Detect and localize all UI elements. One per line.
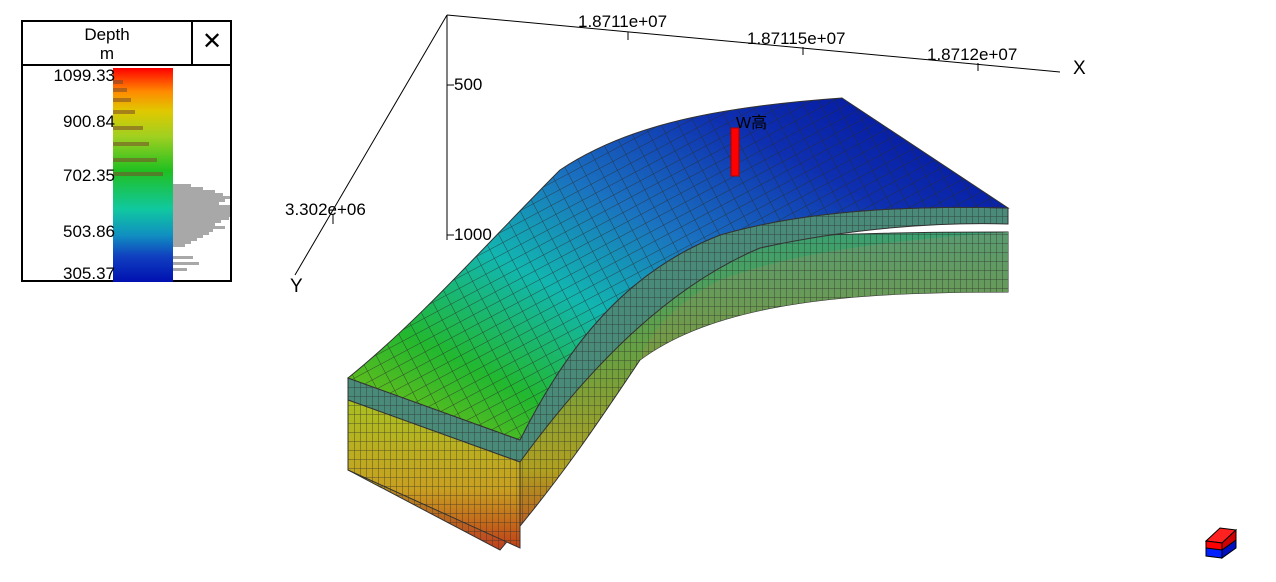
view-orientation-cube-icon[interactable] <box>1204 527 1238 559</box>
axis-frame <box>294 14 1061 276</box>
reservoir-upper-layer-sides <box>347 206 1009 549</box>
depth-legend: Depth m ✕ <box>21 20 232 283</box>
legend-tick: 900.84 <box>63 112 115 131</box>
x-tick-label: 1.8711e+07 <box>578 12 668 31</box>
well-marker[interactable] <box>730 127 740 177</box>
z-tick-label: 500 <box>454 75 483 94</box>
legend-unit: m <box>99 44 115 63</box>
legend-tick: 305.37 <box>63 264 115 283</box>
y-tick-label: 3.302e+06 <box>285 200 366 219</box>
legend-title: Depth m <box>23 22 191 66</box>
legend-tick: 1099.33 <box>53 66 115 85</box>
x-tick-label: 1.87115e+07 <box>747 29 846 48</box>
legend-tick: 702.35 <box>63 166 115 185</box>
x-tick-label: 1.8712e+07 <box>927 45 1018 64</box>
legend-property-name: Depth <box>84 25 130 44</box>
legend-tick: 503.86 <box>63 222 115 241</box>
reservoir-top-surface <box>346 97 1010 441</box>
y-axis-label: Y <box>290 276 303 297</box>
x-axis-label: X <box>1073 58 1086 79</box>
well-label: W高 <box>736 115 768 132</box>
legend-body: 1099.33 900.84 702.35 503.86 305.37 <box>23 66 230 283</box>
legend-close-button[interactable]: ✕ <box>191 22 231 66</box>
z-tick-label: 1000 <box>454 225 492 244</box>
legend-histogram <box>113 80 230 271</box>
